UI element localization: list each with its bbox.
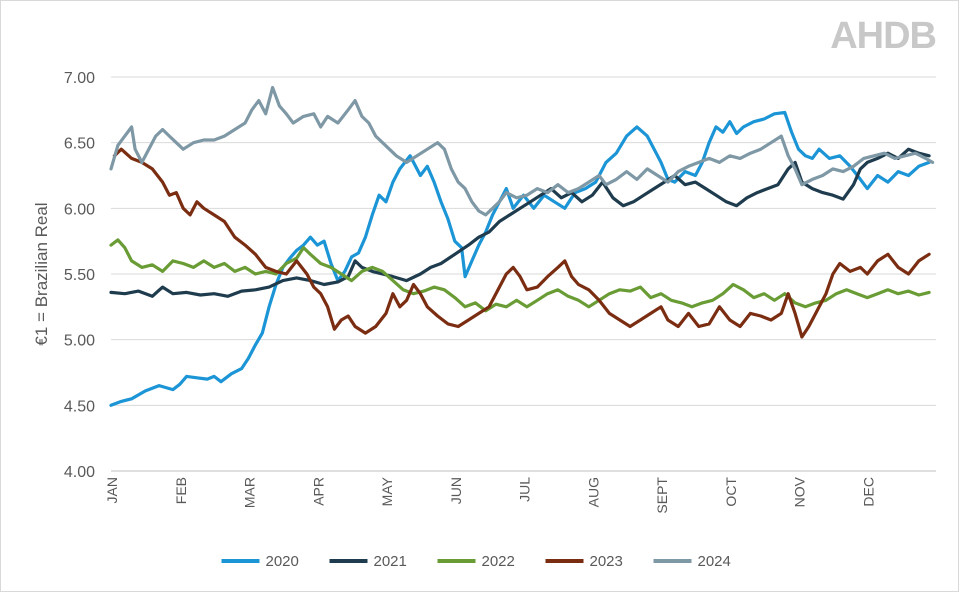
y-axis-label: €1 = Brazilian Real xyxy=(32,202,51,345)
x-tick-label: APR xyxy=(310,477,326,506)
x-tick-label: FEB xyxy=(173,477,189,504)
series-line-2023 xyxy=(112,147,931,339)
x-tick-label: MAY xyxy=(379,476,395,506)
y-tick-label: 5.00 xyxy=(64,333,95,350)
y-tick-label: 6.50 xyxy=(64,136,95,153)
y-tick-labels: 4.00 4.50 5.00 5.50 6.00 6.50 7.00 xyxy=(64,70,95,481)
x-tick-label: SEPT xyxy=(654,477,670,514)
x-tick-label: DEC xyxy=(860,477,876,507)
x-tick-label: NOV xyxy=(792,476,808,507)
y-tick-label: 4.00 xyxy=(64,464,95,481)
y-tick-label: 4.50 xyxy=(64,398,95,415)
y-tick-label: 7.00 xyxy=(64,70,95,87)
gridlines xyxy=(111,76,936,472)
x-tick-label: MAR xyxy=(242,477,258,508)
x-tick-label: JUL xyxy=(517,477,533,502)
legend-label-2021: 2021 xyxy=(374,553,407,570)
logo-text: AHDB xyxy=(830,15,937,57)
ahdb-logo: AHDB xyxy=(816,15,937,71)
y-tick-label: 6.00 xyxy=(64,201,95,218)
x-tick-label: JAN xyxy=(104,477,120,503)
legend-label-2022: 2022 xyxy=(482,553,515,570)
y-tick-label: 5.50 xyxy=(64,267,95,284)
series-line-2021 xyxy=(109,147,931,298)
x-tick-label: AUG xyxy=(585,477,601,507)
x-tick-label: OCT xyxy=(723,477,739,507)
legend-label-2023: 2023 xyxy=(590,553,623,570)
legend: 2020 2021 2022 2023 2024 xyxy=(221,553,731,570)
series-line-2024 xyxy=(109,85,935,217)
legend-label-2020: 2020 xyxy=(266,553,299,570)
x-tick-label: JUN xyxy=(448,477,464,504)
series-line-2020 xyxy=(109,110,931,407)
x-tick-labels: JAN FEB MAR APR MAY JUN JUL AUG SEPT OCT NOV DEC xyxy=(104,476,876,513)
legend-label-2024: 2024 xyxy=(698,553,731,570)
series-lines xyxy=(109,85,935,407)
